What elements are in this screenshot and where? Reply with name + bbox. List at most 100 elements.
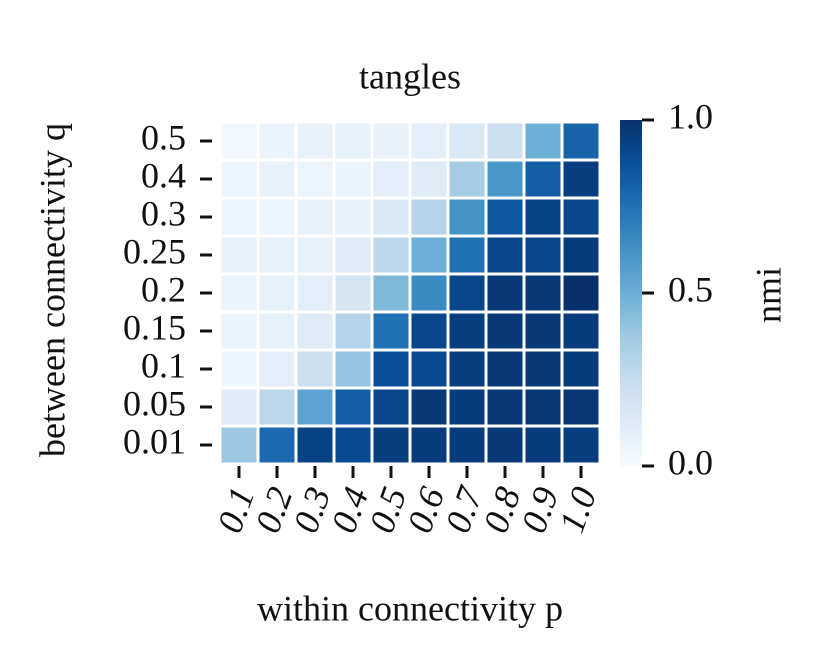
heatmap-cell [563,275,599,311]
heatmap-cell [449,389,485,425]
y-axis-label: between connectivity q [32,123,72,457]
heatmap-cell [297,427,333,463]
heatmap-cell [221,123,257,159]
heatmap-cell [487,199,523,235]
heatmap-cell [411,351,447,387]
heatmap-cell [221,237,257,273]
heatmap-cell [335,161,371,197]
x-axis-label: within connectivity p [257,588,563,628]
heatmap-cell [259,313,295,349]
heatmap-cell [487,427,523,463]
heatmap-cell [411,275,447,311]
heatmap-cell [411,427,447,463]
heatmap-cell [563,199,599,235]
heatmap-cell [449,161,485,197]
heatmap-cell [221,199,257,235]
heatmap-cell [335,313,371,349]
heatmap-cell [411,199,447,235]
heatmap-cell [373,161,409,197]
heatmap-cell [563,351,599,387]
heatmap-cell [297,161,333,197]
heatmap-cell [297,237,333,273]
heatmap-cell [487,275,523,311]
heatmap-cell [373,237,409,273]
heatmap-cell [525,275,561,311]
heatmap-cell [487,237,523,273]
heatmap-cell [297,389,333,425]
heatmap-cell [297,313,333,349]
heatmap-cell [411,389,447,425]
heatmap-cell [221,161,257,197]
heatmap-cell [259,161,295,197]
heatmap-cell [487,351,523,387]
heatmap-cell [449,199,485,235]
heatmap-cell [525,237,561,273]
heatmap-cell [297,123,333,159]
heatmap-cell [335,389,371,425]
heatmap-cell [563,389,599,425]
heatmap-cell [373,275,409,311]
heatmap-cell [373,199,409,235]
y-tick-label: 0.25 [123,231,186,271]
heatmap-cell [525,351,561,387]
heatmap-cell [259,275,295,311]
y-tick-label: 0.3 [141,193,186,233]
heatmap-cell [259,199,295,235]
heatmap-cell [259,427,295,463]
y-tick-label: 0.15 [123,307,186,347]
heatmap-cell [563,313,599,349]
heatmap-cell [449,351,485,387]
colorbar-tick-label: 0.0 [668,442,713,482]
y-tick-label: 0.4 [141,155,186,195]
heatmap-cell [449,275,485,311]
heatmap-cell [373,389,409,425]
heatmap-cell [411,161,447,197]
colorbar [620,120,642,466]
heatmap-cell [335,351,371,387]
heatmap-cell [335,275,371,311]
heatmap-cell [259,237,295,273]
heatmap-cell [259,123,295,159]
y-tick-label: 0.05 [123,383,186,423]
heatmap-cell [563,161,599,197]
heatmap-cell [563,427,599,463]
heatmap-cell [373,427,409,463]
heatmap-cell [525,313,561,349]
heatmap-cell [449,313,485,349]
x-tick-label: 1.0 [551,482,604,538]
heatmap-cell [373,351,409,387]
heatmap-cell [449,123,485,159]
heatmap-cell [259,351,295,387]
heatmap-cell [335,237,371,273]
colorbar-tick-label: 1.0 [668,96,713,136]
heatmap-cell [335,427,371,463]
heatmap-cell [563,237,599,273]
heatmap-cell [335,199,371,235]
heatmap-cell [221,389,257,425]
heatmap-cell [449,427,485,463]
heatmap-cell [487,123,523,159]
colorbar-tick-label: 0.5 [668,269,713,309]
heatmap-cell [411,313,447,349]
colorbar-label: nmi [748,267,788,323]
heatmap-cell [525,199,561,235]
y-tick-label: 0.2 [141,269,186,309]
heatmap-cell [487,161,523,197]
heatmap-cell [563,123,599,159]
heatmap-cell [297,351,333,387]
heatmap-cell [525,123,561,159]
heatmap-cell [525,389,561,425]
y-tick-label: 0.1 [141,345,186,385]
heatmap-cell [487,389,523,425]
heatmap-cell [221,427,257,463]
heatmap-cell [335,123,371,159]
heatmap-cell [525,427,561,463]
heatmap-cell [487,313,523,349]
heatmap-cell [449,237,485,273]
heatmap-cell [221,275,257,311]
heatmap-cell [411,123,447,159]
heatmap-cell [297,275,333,311]
chart-title: tangles [359,56,461,96]
heatmap-cell [221,351,257,387]
